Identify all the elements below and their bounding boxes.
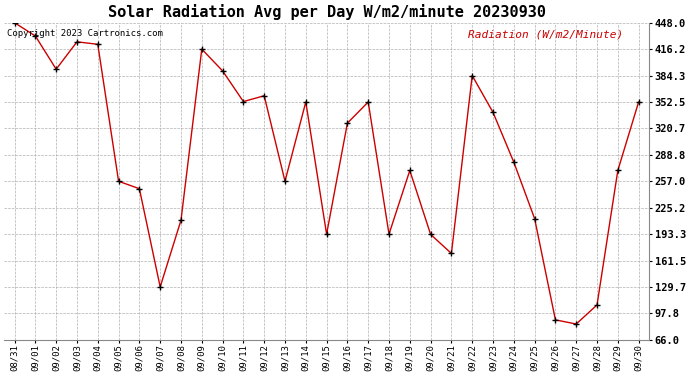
Text: Copyright 2023 Cartronics.com: Copyright 2023 Cartronics.com	[8, 29, 164, 38]
Text: Radiation (W/m2/Minute): Radiation (W/m2/Minute)	[469, 29, 624, 39]
Title: Solar Radiation Avg per Day W/m2/minute 20230930: Solar Radiation Avg per Day W/m2/minute …	[108, 4, 546, 20]
